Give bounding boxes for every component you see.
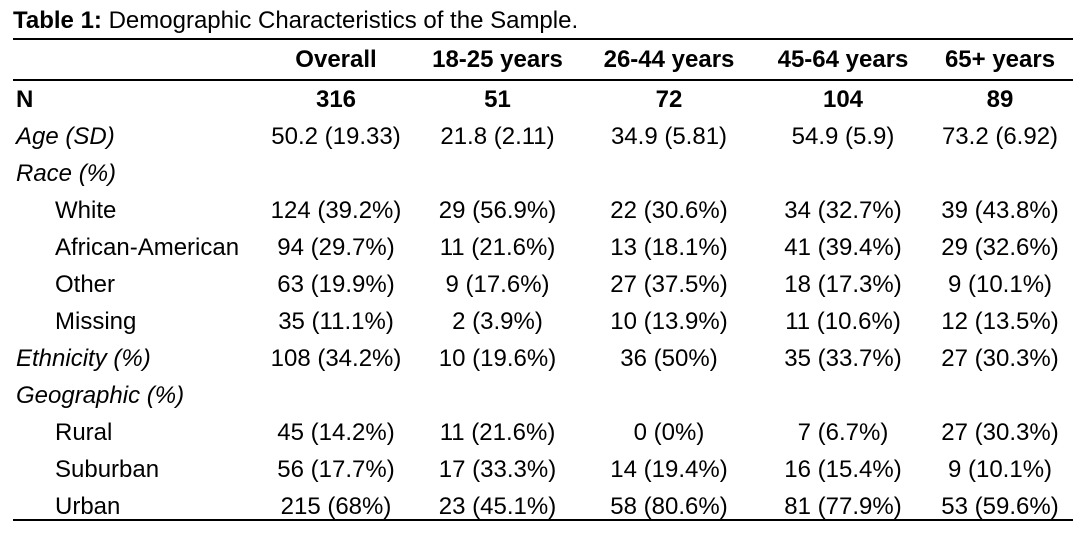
table-cell: 11 (10.6%) xyxy=(785,308,901,335)
table-cell: 81 (77.9%) xyxy=(784,493,902,520)
table-cell: 11 (21.6%) xyxy=(439,419,556,446)
row-label: Race (%) xyxy=(16,160,117,187)
table-cell: 73.2 (6.92) xyxy=(941,123,1059,150)
table-cell xyxy=(927,377,1073,414)
table-cell: 22 (30.6%) xyxy=(610,197,728,224)
row-label: Other xyxy=(55,271,116,298)
table-row-urban: Urban 215 (68%) 23 (45.1%) 58 (80.6%) 81… xyxy=(13,488,1073,525)
table-cell: 215 (68%) xyxy=(280,493,392,520)
table-cell: 10 (19.6%) xyxy=(438,345,557,372)
table-cell: 17 (33.3%) xyxy=(438,456,557,483)
table-cell: 39 (43.8%) xyxy=(941,197,1059,224)
table-row-race: Race (%) xyxy=(13,155,1073,192)
table-cell: 7 (6.7%) xyxy=(797,419,889,446)
row-label: Rural xyxy=(55,419,113,446)
row-label: Ethnicity (%) xyxy=(16,345,151,372)
table-cell: 12 (13.5%) xyxy=(941,308,1059,335)
table-cell xyxy=(416,155,579,192)
table-cell: 9 (10.1%) xyxy=(947,456,1053,483)
table-cell: 9 (17.6%) xyxy=(445,271,550,298)
table-cell: 10 (13.9%) xyxy=(610,308,728,335)
top-rule xyxy=(13,38,1073,40)
table-cell xyxy=(927,155,1073,192)
table-cell: 41 (39.4%) xyxy=(784,234,902,261)
table-row-african-american: African-American 94 (29.7%) 11 (21.6%) 1… xyxy=(13,229,1073,266)
table-cell: 35 (33.7%) xyxy=(784,345,902,372)
table-cell xyxy=(759,377,927,414)
table-cell: 34 (32.7%) xyxy=(784,197,902,224)
table-cell: 50.2 (19.33) xyxy=(271,123,401,150)
table-cell xyxy=(416,377,579,414)
table-row-suburban: Suburban 56 (17.7%) 17 (33.3%) 14 (19.4%… xyxy=(13,451,1073,488)
table-cell: 21.8 (2.11) xyxy=(440,123,555,150)
table-cell: 34.9 (5.81) xyxy=(610,123,728,150)
header-cell-45-64: 45-64 years xyxy=(777,46,909,73)
table-cell: 89 xyxy=(986,86,1014,113)
table-cell xyxy=(759,155,927,192)
table-cell: 58 (80.6%) xyxy=(610,493,728,520)
row-label: Age (SD) xyxy=(16,123,115,150)
table-row-rural: Rural 45 (14.2%) 11 (21.6%) 0 (0%) 7 (6.… xyxy=(13,414,1073,451)
table-cell: 54.9 (5.9) xyxy=(791,123,895,150)
table-cell: 108 (34.2%) xyxy=(270,345,402,372)
header-cell-26-44: 26-44 years xyxy=(603,46,735,73)
header-cell-65-plus: 65+ years xyxy=(944,46,1056,73)
table-cell: 124 (39.2%) xyxy=(270,197,402,224)
table-cell: 27 (37.5%) xyxy=(610,271,728,298)
table-caption-text: Demographic Characteristics of the Sampl… xyxy=(101,7,579,34)
table-cell: 27 (30.3%) xyxy=(941,419,1059,446)
header-cell-blank xyxy=(13,40,256,79)
table-cell: 11 (21.6%) xyxy=(439,234,556,261)
table-row-white: White 124 (39.2%) 29 (56.9%) 22 (30.6%) … xyxy=(13,192,1073,229)
table-cell: 53 (59.6%) xyxy=(941,493,1059,520)
header-cell-overall: Overall xyxy=(295,46,377,73)
table-cell: 14 (19.4%) xyxy=(610,456,728,483)
table-cell: 13 (18.1%) xyxy=(610,234,728,261)
table-cell xyxy=(579,155,759,192)
row-label: N xyxy=(16,86,34,113)
table-cell: 18 (17.3%) xyxy=(784,271,902,298)
table-cell: 29 (56.9%) xyxy=(438,197,557,224)
table-row-ethnicity: Ethnicity (%) 108 (34.2%) 10 (19.6%) 36 … xyxy=(13,340,1073,377)
table-cell: 0 (0%) xyxy=(633,419,705,446)
table-row-other: Other 63 (19.9%) 9 (17.6%) 27 (37.5%) 18… xyxy=(13,266,1073,303)
table-cell: 316 xyxy=(315,86,357,113)
row-label: Missing xyxy=(55,308,137,335)
table-caption: Table 1: Demographic Characteristics of … xyxy=(13,7,578,35)
table-cell: 9 (10.1%) xyxy=(947,271,1053,298)
header-rule xyxy=(13,79,1073,81)
table-row-age: Age (SD) 50.2 (19.33) 21.8 (2.11) 34.9 (… xyxy=(13,118,1073,155)
table-cell: 16 (15.4%) xyxy=(784,456,902,483)
table-cell: 94 (29.7%) xyxy=(277,234,395,261)
header-cell-18-25: 18-25 years xyxy=(432,46,563,73)
table-cell: 51 xyxy=(484,86,511,113)
table-row-geographic: Geographic (%) xyxy=(13,377,1073,414)
table-cell: 29 (32.6%) xyxy=(941,234,1059,261)
table-cell: 35 (11.1%) xyxy=(278,308,394,335)
table-cell xyxy=(579,377,759,414)
row-label: Suburban xyxy=(55,456,160,483)
table-cell xyxy=(256,155,416,192)
table-cell: 104 xyxy=(822,86,864,113)
table-cell: 23 (45.1%) xyxy=(438,493,557,520)
table-cell: 36 (50%) xyxy=(620,345,718,372)
table-cell: 2 (3.9%) xyxy=(452,308,543,335)
bottom-rule xyxy=(13,519,1073,521)
table-caption-label: Table 1: xyxy=(13,7,102,34)
row-label: Urban xyxy=(55,493,121,520)
table-cell: 63 (19.9%) xyxy=(277,271,395,298)
table-cell: 56 (17.7%) xyxy=(277,456,395,483)
table-cell: 27 (30.3%) xyxy=(941,345,1059,372)
row-label: Geographic (%) xyxy=(16,382,185,409)
row-label: African-American xyxy=(55,234,240,261)
demographics-table: Overall 18-25 years 26-44 years 45-64 ye… xyxy=(13,40,1073,525)
table-cell: 72 xyxy=(655,86,683,113)
table-row-missing: Missing 35 (11.1%) 2 (3.9%) 10 (13.9%) 1… xyxy=(13,303,1073,340)
table-header-row: Overall 18-25 years 26-44 years 45-64 ye… xyxy=(13,40,1073,79)
table-cell: 45 (14.2%) xyxy=(277,419,395,446)
row-label: White xyxy=(55,197,117,224)
table-row-n: N 316 51 72 104 89 xyxy=(13,79,1073,118)
table-cell xyxy=(256,377,416,414)
